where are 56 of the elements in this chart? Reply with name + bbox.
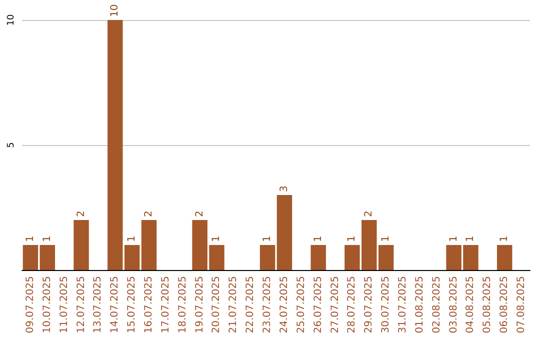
x-tick-label: 25.07.2025	[296, 276, 307, 334]
x-tick-label: 18.07.2025	[177, 276, 188, 334]
x-tick-label: 13.07.2025	[92, 276, 104, 334]
y-tick-label: 5	[6, 142, 16, 148]
bar	[496, 245, 512, 270]
data-label: 1	[380, 236, 392, 242]
data-label: 1	[448, 236, 460, 242]
x-tick-label: 12.07.2025	[76, 276, 87, 334]
bar	[40, 245, 56, 270]
data-label: 1	[126, 236, 138, 242]
data-label: 2	[76, 210, 87, 217]
data-label: 1	[262, 236, 274, 242]
x-tick-label: 07.08.2025	[516, 276, 528, 334]
bar	[141, 220, 157, 270]
x-tick-label: 19.07.2025	[194, 276, 206, 334]
data-label: 10	[110, 4, 121, 17]
x-tick-label: 26.07.2025	[312, 276, 324, 334]
x-tick-label: 30.07.2025	[380, 276, 392, 334]
data-label: 2	[364, 210, 375, 217]
x-tick-label: 21.07.2025	[228, 276, 240, 334]
x-tick-label: 22.07.2025	[245, 276, 256, 334]
bar	[310, 245, 326, 270]
x-tick-label: 11.07.2025	[58, 276, 70, 334]
x-tick-label: 20.07.2025	[211, 276, 222, 334]
x-tick-label: 03.08.2025	[448, 276, 460, 334]
x-tick-label: 16.07.2025	[144, 276, 154, 334]
data-label: 1	[465, 236, 476, 242]
x-tick-label: 28.07.2025	[346, 276, 358, 334]
data-label: 1	[499, 236, 510, 242]
bar	[74, 220, 89, 270]
x-tick-label: 24.07.2025	[278, 276, 290, 334]
data-label: 2	[144, 210, 154, 217]
bar	[22, 245, 38, 270]
x-tick-label: 15.07.2025	[126, 276, 138, 334]
x-tick-label: 09.07.2025	[24, 276, 36, 334]
bar	[276, 195, 292, 270]
x-tick-label: 02.08.2025	[431, 276, 442, 334]
data-label: 3	[278, 186, 290, 192]
data-label: 1	[211, 236, 222, 242]
data-label: 1	[24, 236, 36, 242]
x-tick-label: 17.07.2025	[160, 276, 172, 334]
bar	[260, 245, 276, 270]
x-tick-label: 01.08.2025	[414, 276, 426, 334]
x-tick-label: 14.07.2025	[110, 276, 121, 334]
x-tick-label: 05.08.2025	[482, 276, 494, 334]
data-label: 1	[312, 236, 324, 242]
x-tick-label: 06.08.2025	[499, 276, 510, 334]
x-tick-label: 23.07.2025	[262, 276, 274, 334]
x-tick-label: 27.07.2025	[330, 276, 341, 334]
data-label: 1	[346, 236, 358, 242]
x-tick-label: 31.07.2025	[398, 276, 408, 334]
x-tick-label: 10.07.2025	[42, 276, 53, 334]
x-tick-label: 04.08.2025	[465, 276, 476, 334]
data-label: 2	[194, 210, 206, 217]
data-label: 1	[42, 236, 53, 242]
x-tick-label: 29.07.2025	[364, 276, 375, 334]
